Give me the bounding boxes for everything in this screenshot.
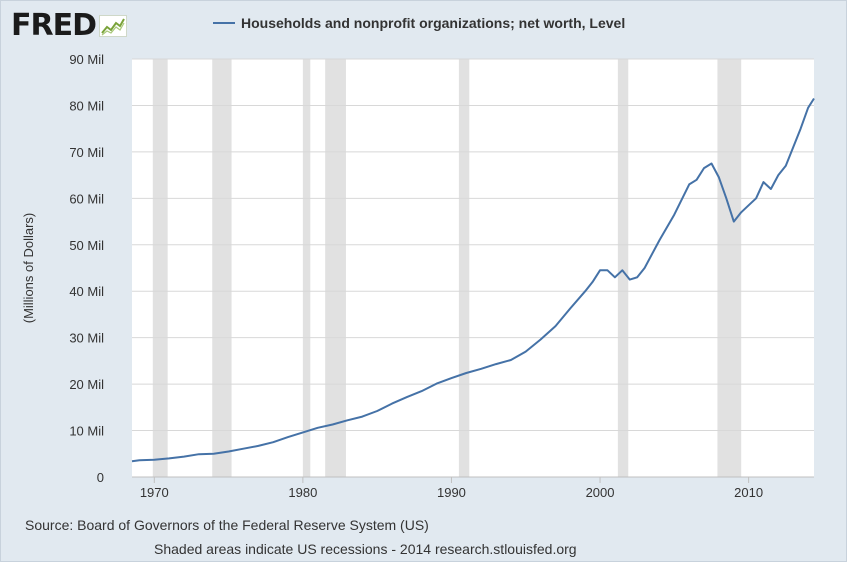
series-line <box>131 97 815 463</box>
y-tick-label: 70 Mil <box>69 145 104 160</box>
y-tick-label: 80 Mil <box>69 98 104 113</box>
y-tick-label: 40 Mil <box>69 284 104 299</box>
recession-band <box>212 59 232 477</box>
chart-legend: Households and nonprofit organizations; … <box>213 15 625 31</box>
legend-label: Households and nonprofit organizations; … <box>241 15 626 31</box>
x-tick-label: 2010 <box>734 485 763 500</box>
plot-area <box>132 59 814 477</box>
y-tick-label: 90 Mil <box>69 52 104 67</box>
logo-text: FRED <box>11 8 97 43</box>
y-tick-label: 10 Mil <box>69 424 104 439</box>
y-tick-label: 60 Mil <box>69 191 104 206</box>
source-note: Source: Board of Governors of the Federa… <box>25 517 429 533</box>
recession-band <box>458 59 470 477</box>
y-tick-label: 50 Mil <box>69 238 104 253</box>
recession-band <box>325 59 346 477</box>
recession-band <box>617 59 629 477</box>
mini-graph-icon <box>99 15 127 37</box>
y-tick-label: 0 <box>97 470 104 485</box>
line-chart: 0 10 Mil 20 Mil 30 Mil 40 Mil 50 Mil 60 Mil 70 … <box>21 52 815 500</box>
legend-swatch <box>213 22 235 24</box>
recession-band <box>717 59 742 477</box>
y-tick-label: 20 Mil <box>69 377 104 392</box>
recession-note: Shaded areas indicate US recessions - 20… <box>154 541 577 557</box>
x-tick-label: 1990 <box>437 485 466 500</box>
y-axis-label: (Millions of Dollars) <box>21 213 36 324</box>
recession-band <box>152 59 168 477</box>
recession-band <box>302 59 311 477</box>
fred-logo[interactable]: FRED <box>11 9 127 43</box>
x-tick-label: 1980 <box>288 485 317 500</box>
x-tick-label: 1970 <box>140 485 169 500</box>
x-tick-label: 2000 <box>586 485 615 500</box>
y-tick-label: 30 Mil <box>69 331 104 346</box>
